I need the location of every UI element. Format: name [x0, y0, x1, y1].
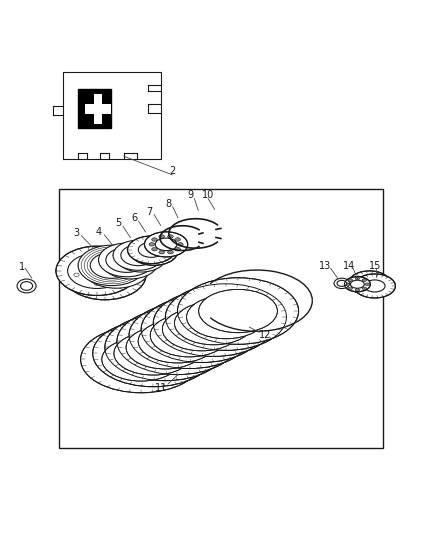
- Ellipse shape: [175, 238, 180, 241]
- Ellipse shape: [93, 320, 214, 387]
- Ellipse shape: [168, 235, 173, 238]
- Ellipse shape: [130, 238, 178, 265]
- Ellipse shape: [177, 278, 299, 344]
- Ellipse shape: [362, 279, 367, 281]
- Ellipse shape: [337, 280, 346, 286]
- Ellipse shape: [95, 282, 100, 286]
- Text: 6: 6: [131, 213, 138, 223]
- Ellipse shape: [127, 236, 175, 264]
- Ellipse shape: [334, 278, 350, 288]
- Ellipse shape: [99, 243, 155, 277]
- Ellipse shape: [82, 248, 150, 288]
- Ellipse shape: [78, 245, 145, 286]
- Ellipse shape: [166, 284, 286, 350]
- Ellipse shape: [159, 235, 165, 238]
- Ellipse shape: [110, 249, 151, 274]
- Ellipse shape: [177, 243, 183, 246]
- Ellipse shape: [116, 242, 166, 272]
- Ellipse shape: [355, 277, 360, 280]
- Ellipse shape: [117, 308, 238, 375]
- Ellipse shape: [349, 271, 390, 295]
- Ellipse shape: [115, 273, 120, 277]
- Ellipse shape: [344, 277, 371, 292]
- Text: 3: 3: [73, 228, 79, 238]
- Ellipse shape: [64, 251, 146, 300]
- Text: 13: 13: [319, 261, 331, 271]
- Ellipse shape: [354, 274, 396, 298]
- Ellipse shape: [95, 255, 138, 281]
- Ellipse shape: [141, 244, 167, 259]
- Ellipse shape: [149, 243, 155, 246]
- Ellipse shape: [362, 287, 367, 289]
- Bar: [78, 89, 111, 128]
- Ellipse shape: [153, 290, 274, 357]
- Ellipse shape: [138, 320, 217, 363]
- Ellipse shape: [365, 283, 370, 286]
- Ellipse shape: [129, 302, 250, 368]
- Ellipse shape: [174, 302, 253, 345]
- Text: 14: 14: [343, 261, 355, 271]
- Ellipse shape: [85, 263, 109, 279]
- Ellipse shape: [350, 280, 364, 288]
- Text: 5: 5: [116, 218, 122, 228]
- Ellipse shape: [107, 259, 113, 262]
- Ellipse shape: [138, 243, 164, 257]
- Ellipse shape: [187, 295, 265, 339]
- Ellipse shape: [82, 259, 87, 262]
- Bar: [94, 93, 102, 124]
- Text: 8: 8: [165, 199, 171, 209]
- Ellipse shape: [113, 240, 163, 270]
- Ellipse shape: [152, 238, 157, 241]
- Text: 2: 2: [169, 166, 176, 176]
- Text: 11: 11: [155, 383, 167, 393]
- Ellipse shape: [155, 238, 177, 251]
- Text: 15: 15: [369, 261, 382, 271]
- Ellipse shape: [17, 279, 36, 293]
- Ellipse shape: [159, 251, 165, 254]
- Bar: [59, 189, 383, 448]
- Text: 10: 10: [202, 190, 214, 200]
- Ellipse shape: [168, 251, 173, 254]
- Bar: [85, 104, 111, 114]
- Ellipse shape: [126, 326, 205, 369]
- Text: 4: 4: [96, 227, 102, 237]
- Text: 12: 12: [259, 330, 272, 340]
- Ellipse shape: [106, 247, 148, 272]
- Ellipse shape: [81, 326, 202, 393]
- Ellipse shape: [199, 289, 277, 333]
- Text: 7: 7: [147, 207, 153, 217]
- Ellipse shape: [345, 283, 350, 286]
- Ellipse shape: [67, 253, 127, 288]
- Ellipse shape: [175, 247, 180, 251]
- Text: 1: 1: [19, 262, 25, 271]
- Ellipse shape: [102, 338, 180, 381]
- Ellipse shape: [152, 247, 157, 251]
- Ellipse shape: [145, 232, 188, 257]
- Ellipse shape: [141, 296, 262, 362]
- Ellipse shape: [348, 279, 353, 281]
- Ellipse shape: [162, 308, 241, 351]
- Ellipse shape: [74, 273, 79, 277]
- Ellipse shape: [364, 280, 385, 292]
- Ellipse shape: [121, 245, 155, 265]
- Ellipse shape: [355, 289, 360, 292]
- Ellipse shape: [105, 314, 226, 381]
- Ellipse shape: [90, 253, 134, 278]
- Ellipse shape: [124, 247, 159, 268]
- Ellipse shape: [348, 287, 353, 289]
- Text: 9: 9: [188, 190, 194, 200]
- Ellipse shape: [150, 313, 229, 357]
- Ellipse shape: [114, 332, 193, 375]
- Ellipse shape: [56, 246, 138, 295]
- Ellipse shape: [21, 281, 32, 290]
- Ellipse shape: [102, 245, 158, 279]
